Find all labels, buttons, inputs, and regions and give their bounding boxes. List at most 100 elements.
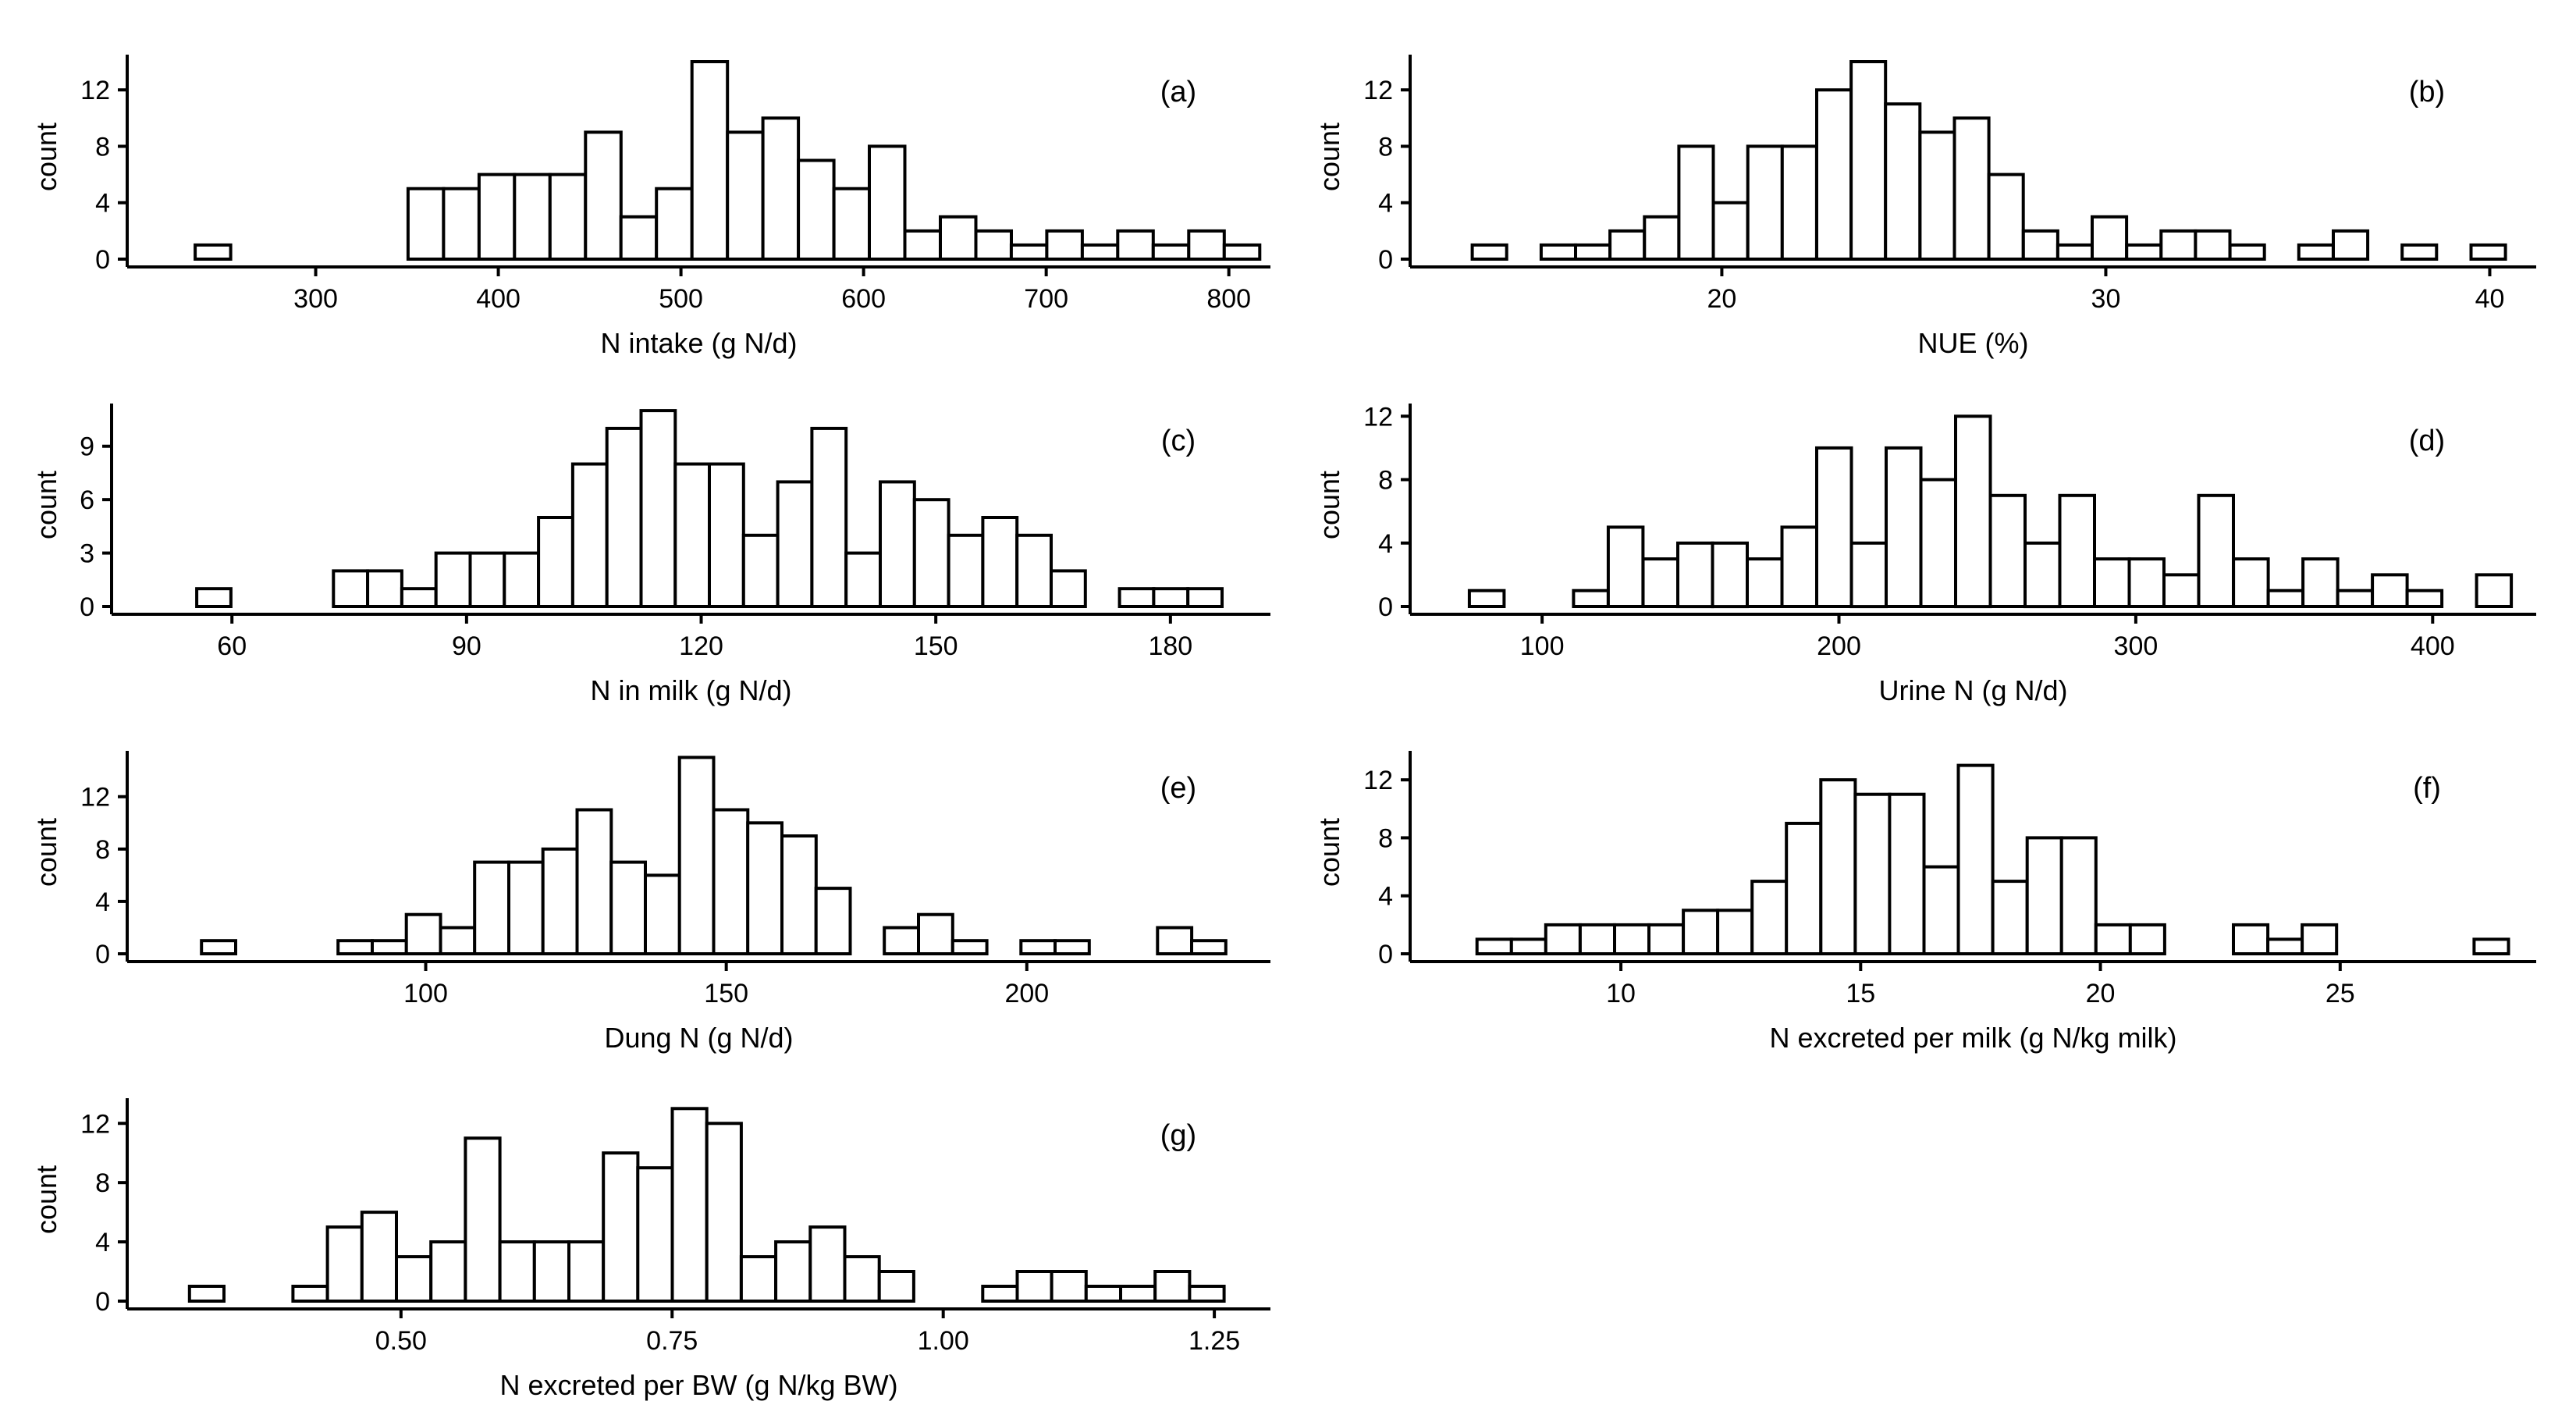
y-tick-label: 8 (95, 835, 110, 865)
histogram-bar (761, 116, 801, 261)
histogram-bar (468, 551, 506, 608)
histogram-bar (2469, 243, 2507, 261)
histogram-bar (1151, 243, 1191, 261)
histogram-bar (1682, 909, 1720, 956)
histogram-bar (1919, 478, 1957, 608)
histogram-bar (868, 144, 907, 261)
x-axis-title: N intake (g N/d) (600, 327, 797, 359)
x-tick-label: 500 (659, 284, 703, 314)
histogram-bar (1009, 243, 1049, 261)
y-axis-title: count (1313, 818, 1345, 887)
x-tick-label: 400 (476, 284, 521, 314)
histogram-bar (1647, 923, 1686, 956)
histogram-bar (1475, 937, 1513, 956)
panel-label: (f) (2413, 772, 2441, 805)
histogram-bar (1050, 1270, 1088, 1303)
y-axis-title: count (1313, 123, 1345, 191)
y-tick-label: 8 (95, 132, 110, 162)
histogram-bar (2023, 541, 2062, 609)
y-axis-title: count (30, 471, 62, 539)
histogram-bar (1152, 587, 1190, 609)
histogram-bar (1572, 589, 1610, 609)
histogram-bar (1677, 144, 1715, 261)
y-tick-label: 12 (80, 76, 110, 105)
histogram-bar (187, 1285, 226, 1303)
x-tick-label: 30 (2091, 284, 2121, 314)
histogram-bar (2127, 557, 2166, 608)
histogram-bar (947, 533, 985, 608)
histogram-bar (1053, 939, 1091, 955)
y-tick-label: 0 (95, 1287, 110, 1317)
histogram-bar (1117, 587, 1156, 609)
y-tick-label: 12 (1363, 402, 1393, 432)
histogram-bar (2162, 573, 2201, 609)
histogram-bar (548, 172, 588, 261)
histogram-bar (797, 158, 836, 261)
x-axis-title: N in milk (g N/d) (590, 674, 791, 706)
histogram-bar (1188, 1285, 1226, 1303)
histogram-bar (739, 1255, 778, 1303)
y-axis-title: count (1313, 471, 1345, 539)
histogram-bar (1119, 1285, 1157, 1303)
histogram-bar (2125, 243, 2163, 261)
x-tick-label: 400 (2411, 631, 2455, 661)
histogram-bar (2094, 923, 2132, 956)
histogram-bar (2228, 243, 2266, 261)
x-tick-label: 40 (2475, 284, 2505, 314)
panel-label: (c) (1161, 425, 1196, 457)
panel-label: (b) (2409, 76, 2445, 108)
histogram-bar (406, 187, 446, 261)
histogram-bar (974, 229, 1013, 261)
y-axis-title: count (30, 123, 62, 191)
histogram-bar (1815, 88, 1853, 261)
y-axis-title: count (30, 818, 62, 887)
histogram-bar (780, 834, 818, 955)
y-axis-title: count (30, 1165, 62, 1234)
panel-label: (e) (1160, 772, 1196, 805)
histogram-panel: 0 4 8 12 300 400 500 600 700 800 N intake (g N/d) c… (30, 55, 1270, 359)
x-axis-title: N excreted per BW (g N/kg BW) (499, 1369, 897, 1401)
histogram-bar (981, 1285, 1019, 1303)
histogram-bar (2336, 589, 2375, 609)
histogram-bar (1780, 525, 1818, 609)
histogram-bar (1544, 923, 1582, 956)
histogram-bar (1849, 60, 1888, 261)
histogram-bar (1922, 865, 1960, 955)
x-tick-label: 300 (293, 284, 338, 314)
histogram-bar (605, 426, 643, 609)
histogram-bar (2058, 493, 2096, 608)
histogram-bar (741, 533, 780, 608)
histogram-bar (1750, 880, 1789, 955)
histogram-bar (1608, 229, 1647, 261)
histogram-bar (814, 887, 852, 955)
histogram-bar (194, 243, 233, 261)
histogram-bar (844, 551, 882, 608)
x-tick-label: 700 (1024, 284, 1068, 314)
y-tick-label: 8 (1378, 132, 1393, 162)
histogram-bar (939, 215, 978, 261)
histogram-bar (1019, 939, 1057, 955)
y-tick-label: 8 (95, 1168, 110, 1198)
histogram-bar (1190, 939, 1228, 955)
histogram-bar (1050, 569, 1087, 609)
y-tick-label: 0 (1378, 940, 1393, 969)
histogram-bar (1711, 201, 1750, 261)
histogram-bar (2371, 573, 2409, 609)
histogram-bar (2472, 937, 2510, 956)
histogram-bar (2021, 229, 2059, 261)
histogram-bar (2475, 573, 2514, 609)
histogram-bar (981, 516, 1019, 608)
histogram-bar (2405, 589, 2444, 609)
histogram-bar (2266, 937, 2304, 956)
histogram-bar (291, 1285, 329, 1303)
histogram-bar (705, 1122, 743, 1303)
x-tick-label: 90 (452, 631, 481, 661)
y-tick-label: 0 (80, 592, 94, 622)
histogram-bar (1885, 446, 1923, 609)
y-tick-label: 8 (1378, 823, 1393, 853)
x-tick-label: 600 (841, 284, 886, 314)
histogram-bar (429, 1240, 467, 1303)
histogram-bar (2232, 923, 2270, 956)
x-tick-label: 100 (403, 979, 448, 1008)
